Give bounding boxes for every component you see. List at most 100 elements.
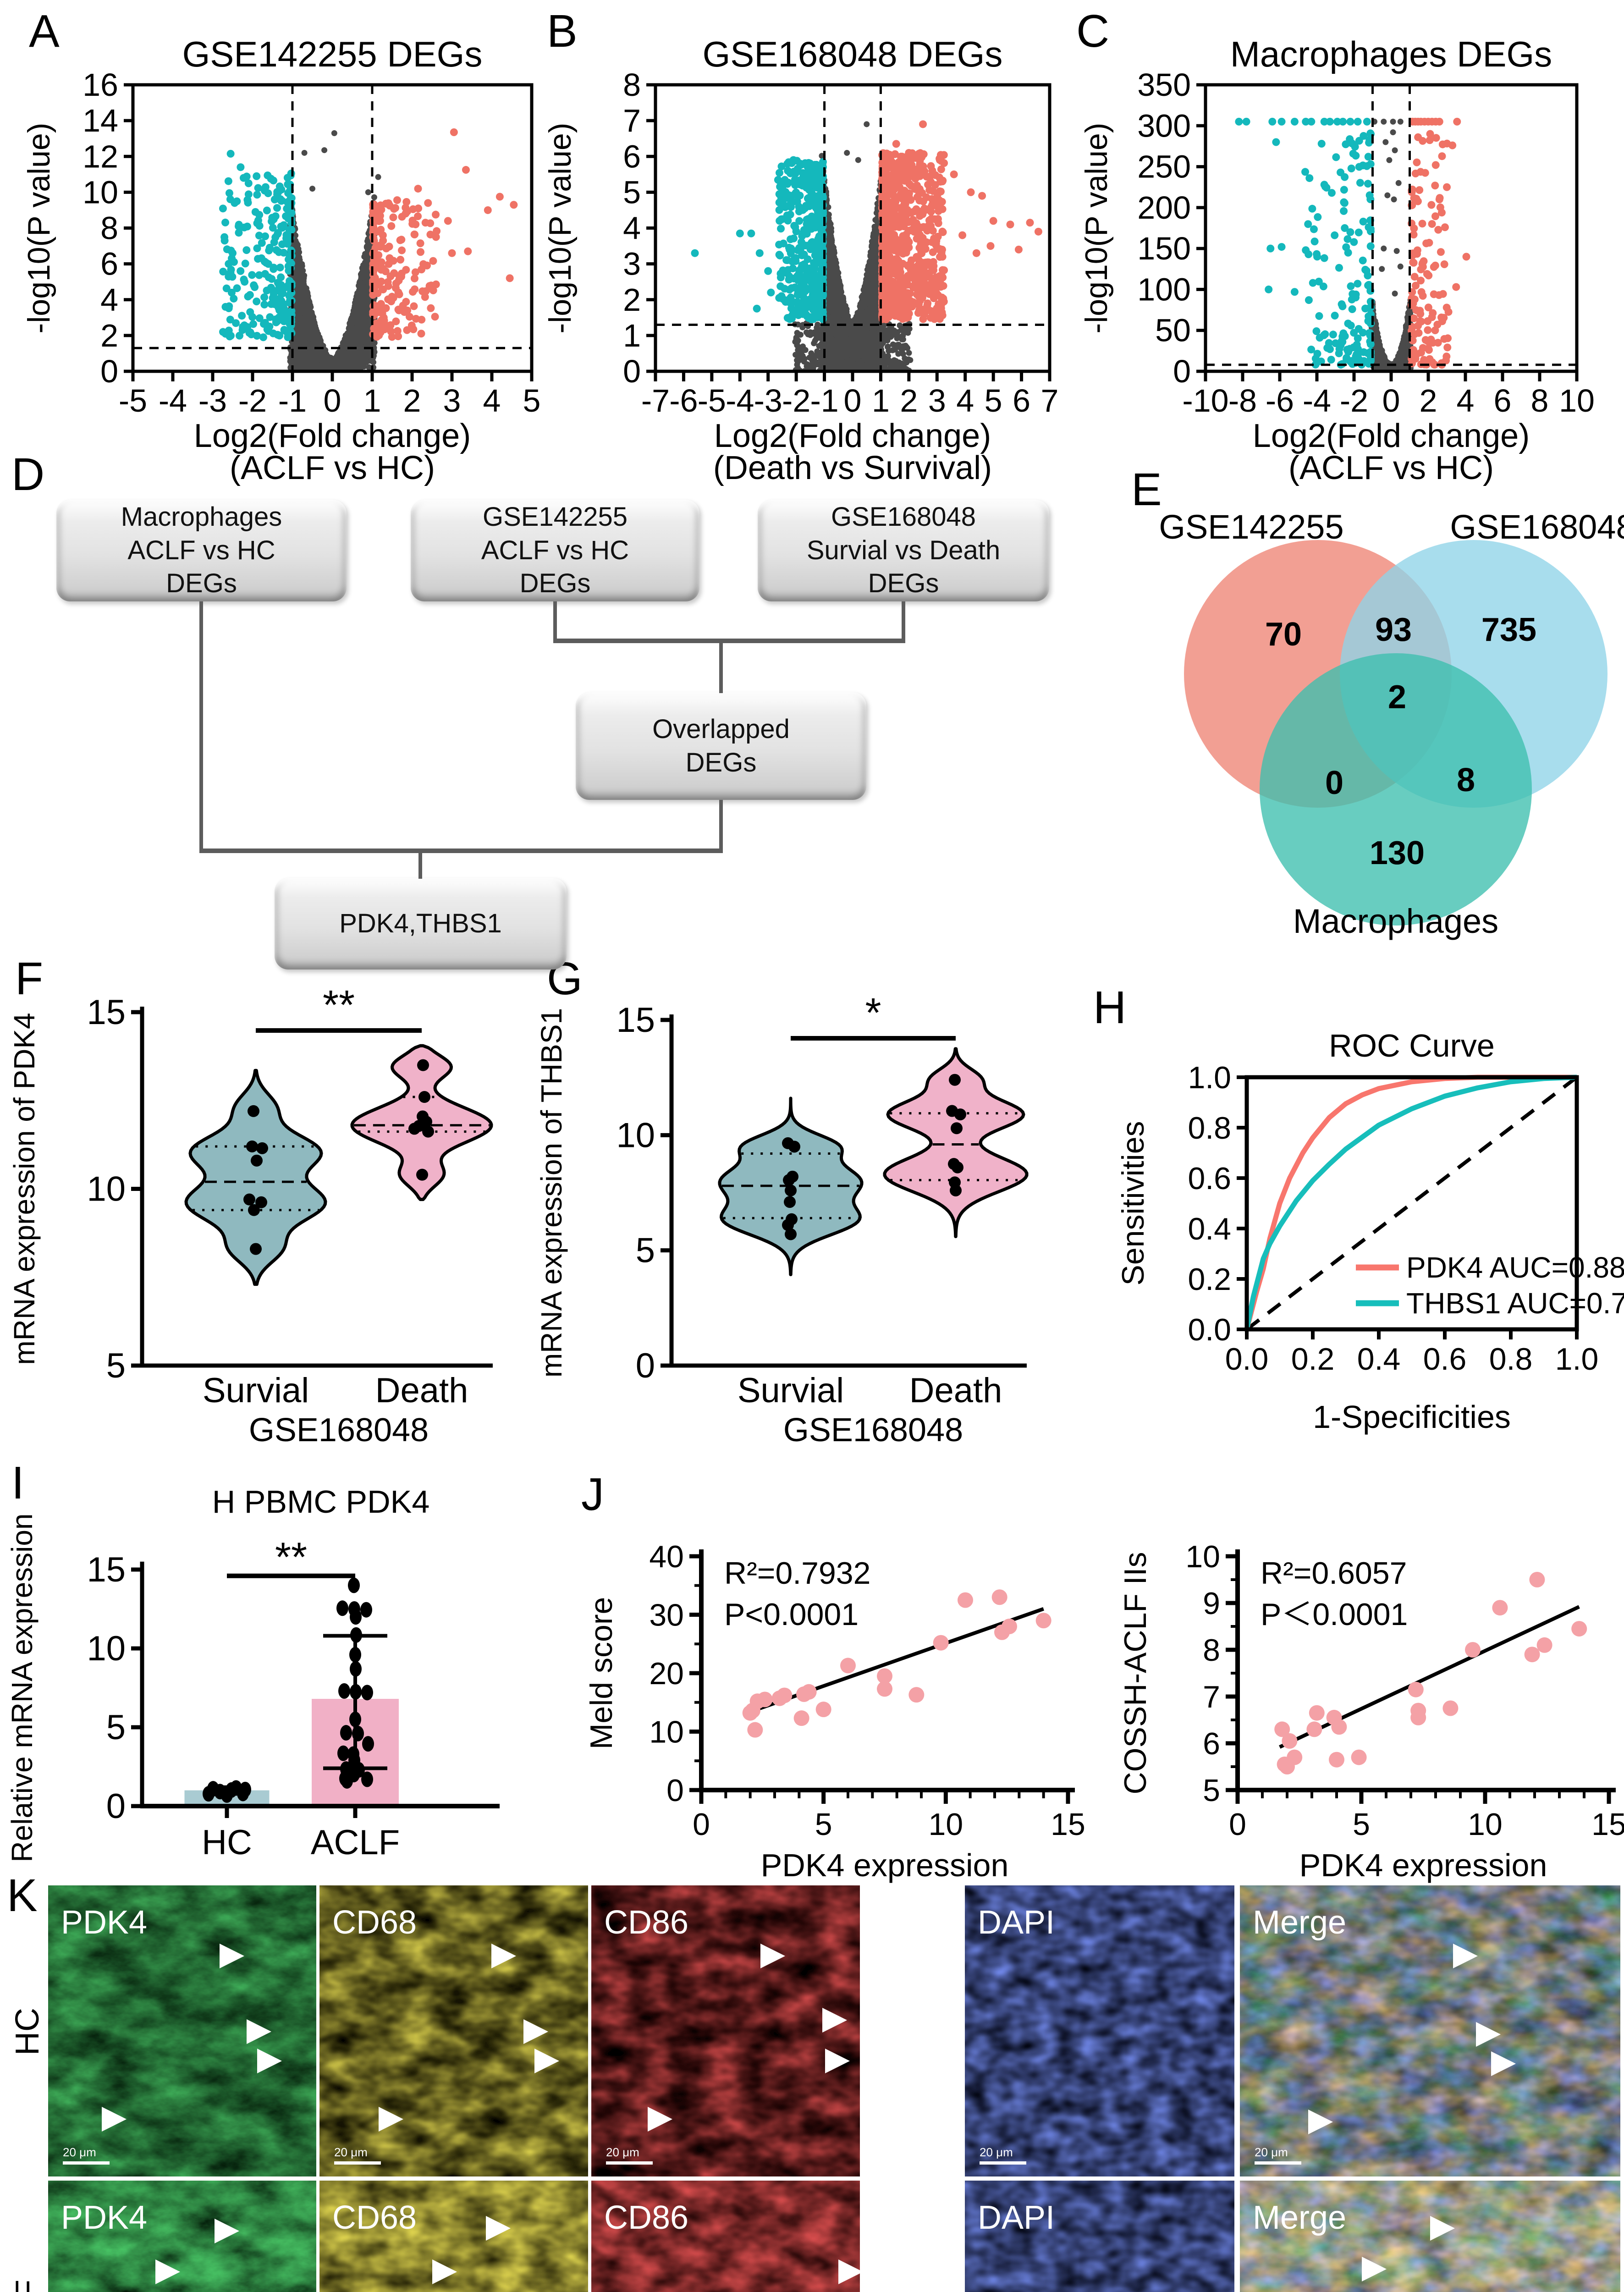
svg-text:4: 4	[100, 282, 118, 318]
scatter-point	[933, 1635, 949, 1651]
scatter-point	[877, 1668, 892, 1684]
flow-connector	[553, 639, 905, 643]
scatter-point	[1306, 1721, 1322, 1737]
flow-connector	[902, 601, 905, 640]
arrowhead-marker	[534, 2048, 559, 2073]
scatter-point	[747, 1722, 763, 1738]
micro-channel-label: CD86	[604, 1904, 689, 1941]
scatter-point	[1571, 1621, 1587, 1637]
scatter-point	[1002, 1619, 1017, 1634]
svg-text:6: 6	[100, 246, 118, 282]
panel-letter-i: I	[11, 1457, 24, 1509]
scatter-point	[757, 1691, 773, 1708]
points-layer	[691, 120, 1042, 371]
arrowhead-marker	[1475, 2022, 1501, 2047]
scale-bar: 20 μm	[1255, 2146, 1301, 2165]
svg-text:Log2(Fold change): Log2(Fold change)	[194, 418, 471, 454]
arrowhead-marker	[822, 2007, 847, 2033]
arrowhead-marker	[1308, 2109, 1333, 2134]
scatter-point	[1331, 1719, 1347, 1735]
svg-text:-3: -3	[198, 383, 227, 419]
flow-box-overlapped-degs: Overlapped DEGs	[576, 692, 866, 800]
svg-text:-5: -5	[119, 383, 147, 419]
panel-letter-j: J	[581, 1469, 604, 1520]
svg-text:0: 0	[324, 383, 341, 419]
roc-curve	[1244, 1074, 1577, 1330]
flow-box-gse168048-degs: GSE168048 Survial vs Death DEGs	[758, 500, 1049, 601]
micrograph-hc-dapi: DAPI 20 μm	[965, 1885, 1234, 2176]
svg-text:14: 14	[83, 103, 118, 138]
panel-letter-b: B	[547, 6, 578, 57]
flow-box-gse142255-degs: GSE142255 ACLF vs HC DEGs	[411, 500, 699, 601]
panel-letter-k: K	[7, 1870, 38, 1921]
scatter-point	[877, 1681, 892, 1697]
scatter-point	[1035, 1613, 1051, 1629]
scatter-point	[1536, 1637, 1552, 1653]
scale-bar: 20 μm	[334, 2146, 381, 2165]
flow-connector	[199, 601, 203, 849]
panel-d-flowchart: Macrophages ACLF vs HC DEGs GSE142255 AC…	[0, 435, 1082, 1008]
micrograph-hc-cd86: CD86 20 μm	[591, 1885, 860, 2176]
arrowhead-marker	[760, 1944, 786, 1968]
arrowhead-marker	[257, 2048, 282, 2073]
violin-survial	[184, 1069, 327, 1286]
scale-bar: 20 μm	[606, 2146, 653, 2165]
arrowhead-marker	[378, 2106, 403, 2132]
panel-h-roc-curve: 0.00.20.40.60.81.00.0 0.2 0.4 0.6 0.8 1.0ROC …	[1116, 1028, 1624, 1435]
flow-box-pdk4-thbs1: PDK4,THBS1	[275, 878, 567, 970]
svg-text:-2: -2	[238, 383, 267, 419]
svg-text:16: 16	[83, 67, 118, 103]
scatter-point	[1351, 1749, 1367, 1765]
svg-text:-4: -4	[159, 383, 187, 419]
micro-channel-label: CD86	[604, 2199, 689, 2236]
scatter-point	[1274, 1721, 1290, 1737]
svg-text:12: 12	[83, 138, 118, 174]
scatter-point	[1465, 1642, 1481, 1658]
micro-channel-label: DAPI	[978, 2199, 1055, 2236]
arrowhead-marker	[102, 2106, 127, 2132]
flow-box-macrophages-degs: Macrophages ACLF vs HC DEGs	[56, 500, 347, 601]
panel-letter-c: C	[1076, 6, 1110, 57]
arrowhead-marker	[220, 1944, 245, 1968]
arrowhead-marker	[486, 2215, 511, 2241]
arrowhead-marker	[491, 1944, 517, 1968]
svg-text:(ACLF vs HC): (ACLF vs HC)	[230, 450, 435, 486]
scatter-point	[958, 1592, 973, 1608]
micro-channel-label: PDK4	[61, 2199, 148, 2236]
arrowhead-marker	[1453, 1944, 1478, 1968]
panel-letter-h: H	[1093, 982, 1127, 1033]
arrowhead-marker	[1361, 2256, 1387, 2281]
micro-channel-label: CD68	[332, 2199, 417, 2236]
scatter-point	[815, 1702, 831, 1718]
panel-letter-f: F	[15, 953, 44, 1004]
scale-bar: 20 μm	[63, 2146, 110, 2165]
scatter-point	[1442, 1700, 1459, 1716]
points-layer	[219, 128, 518, 371]
flow-connector	[553, 601, 557, 640]
scatter-point	[908, 1687, 925, 1703]
scatter-point	[1410, 1709, 1426, 1725]
scatter-point	[1408, 1681, 1424, 1697]
flow-connector	[418, 852, 422, 879]
scatter-point	[991, 1589, 1007, 1605]
micro-channel-label: Merge	[1253, 2199, 1347, 2236]
micro-channel-label: DAPI	[978, 1904, 1055, 1941]
scale-bar: 20 μm	[980, 2146, 1026, 2165]
micrograph-hc-merge: Merge 20 μm	[1240, 1885, 1620, 2176]
scatter-point	[1309, 1705, 1325, 1721]
violin-death	[883, 1047, 1029, 1239]
arrowhead-marker	[648, 2106, 673, 2132]
scatter-point	[1282, 1733, 1298, 1749]
micro-channel-label: Merge	[1253, 1904, 1347, 1941]
svg-text:2: 2	[100, 318, 118, 353]
arrowhead-marker	[825, 2048, 850, 2073]
